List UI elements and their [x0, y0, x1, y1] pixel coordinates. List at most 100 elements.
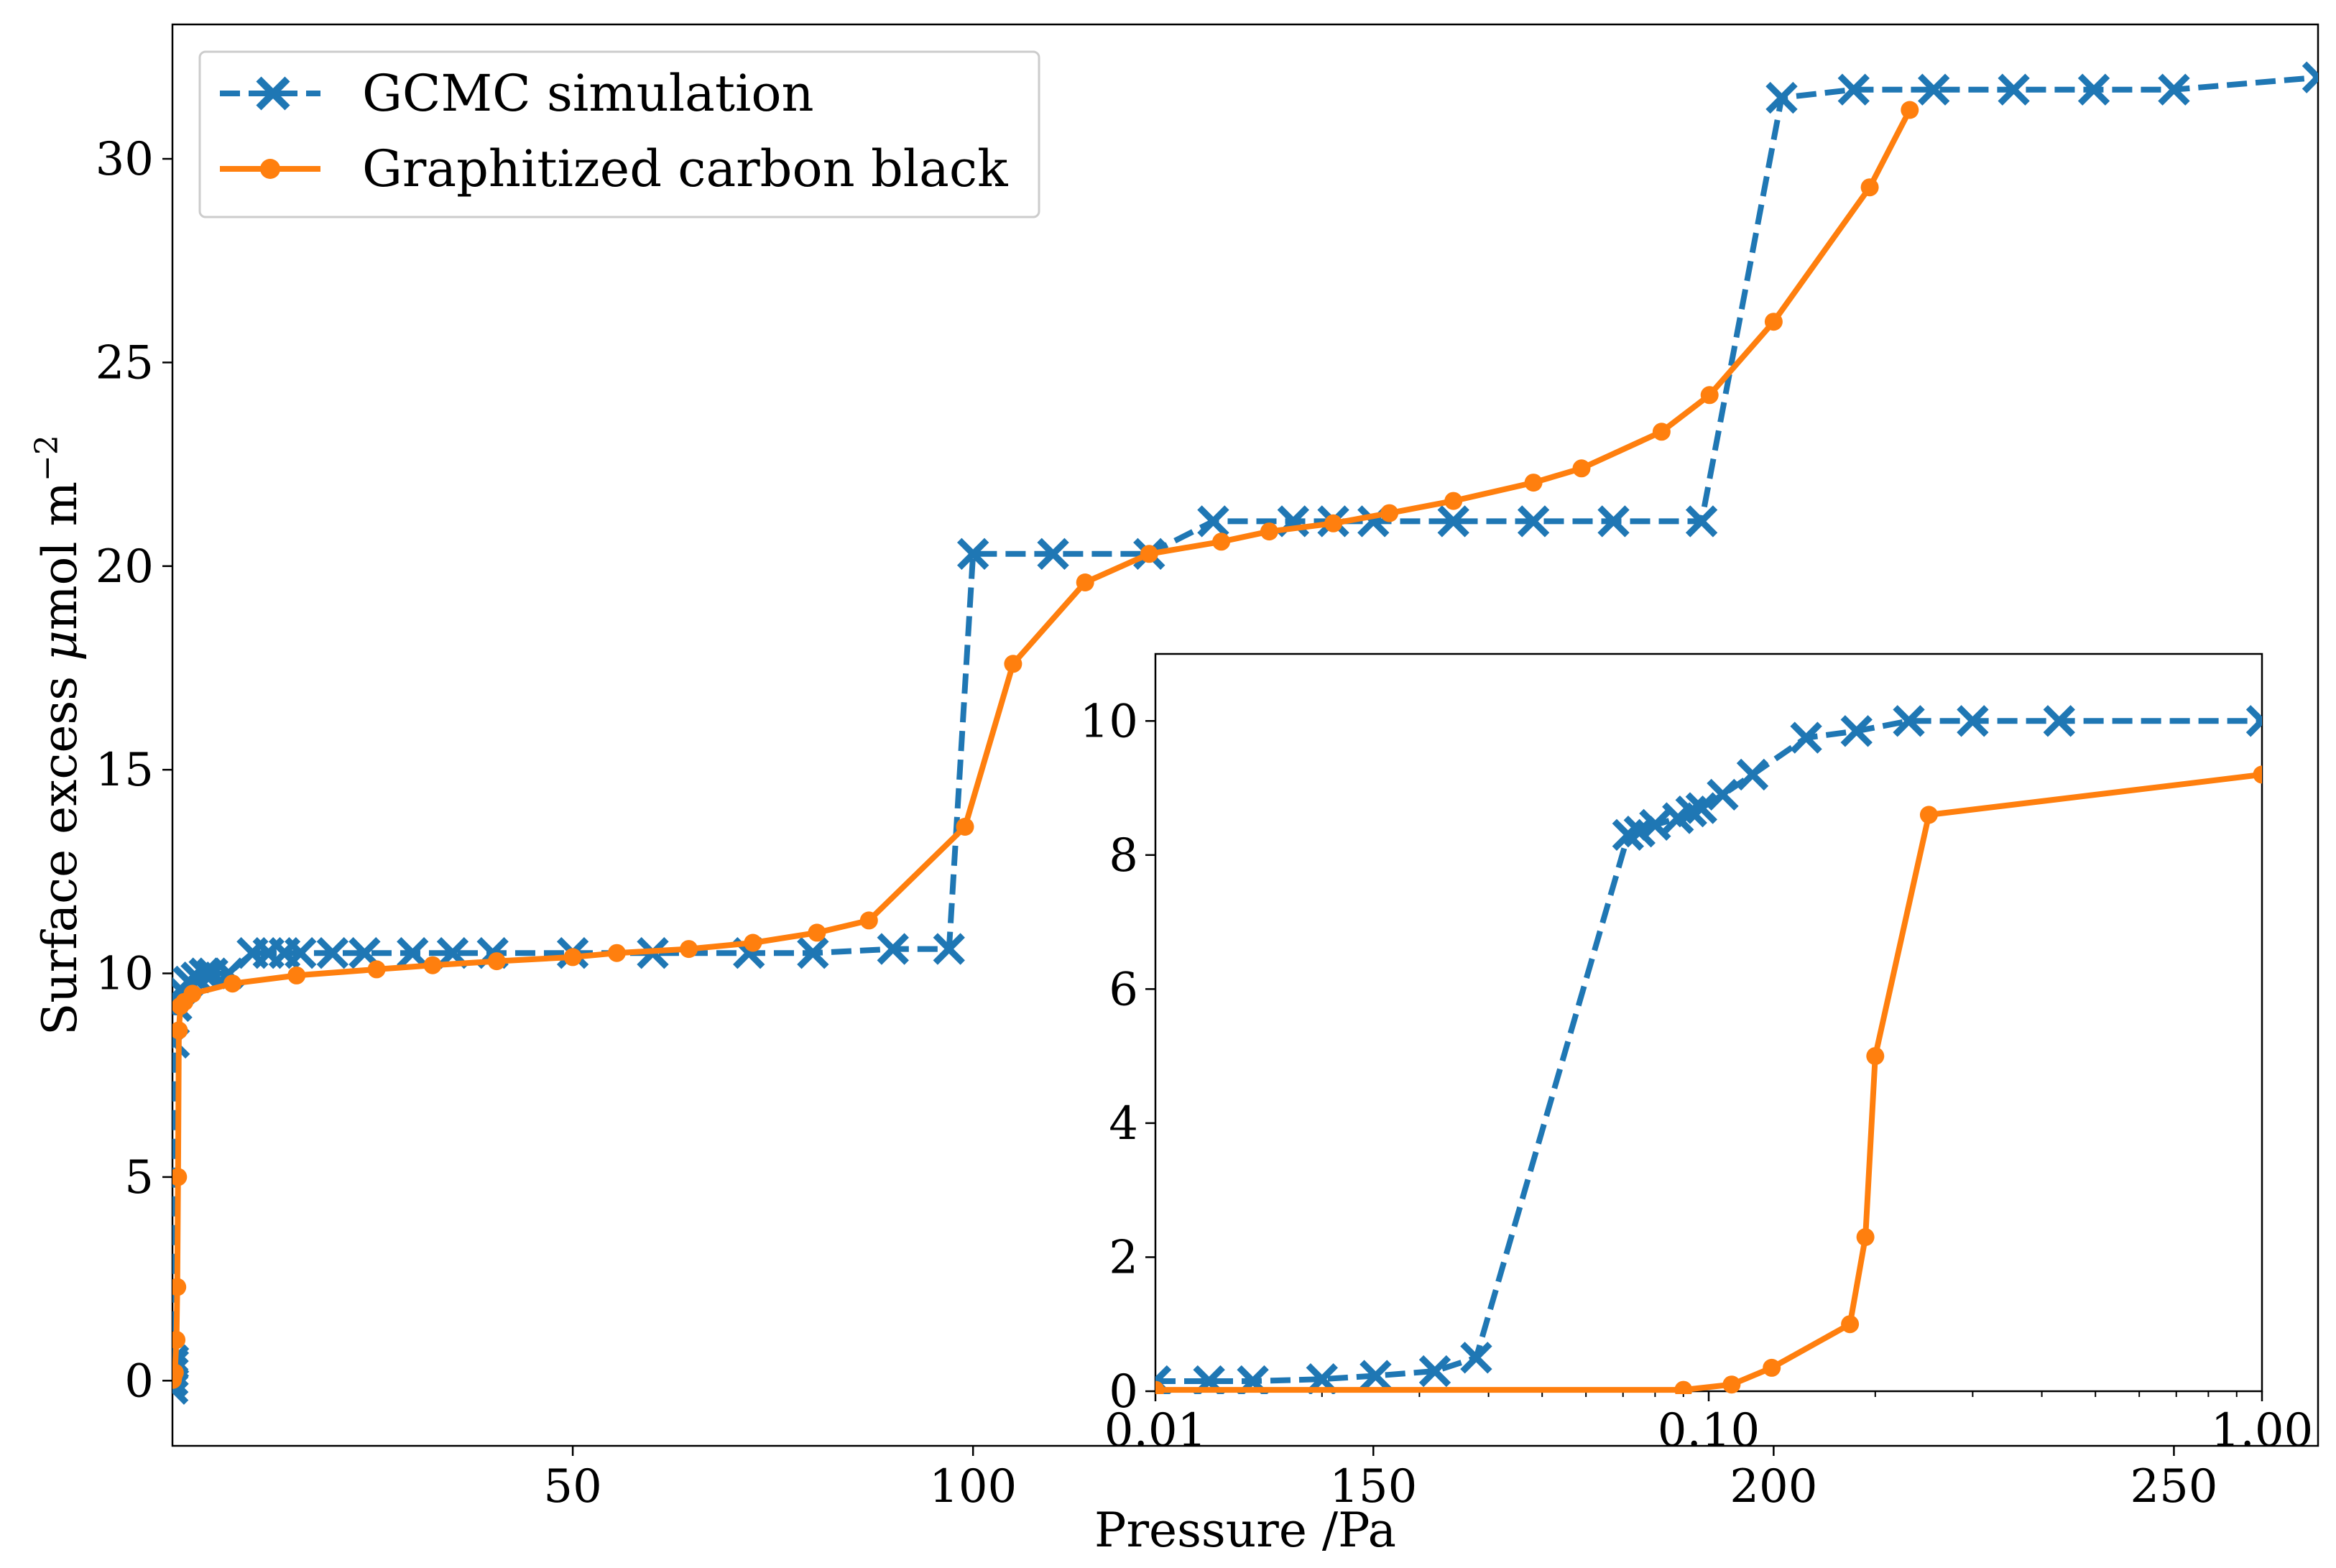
main-point-1-16 — [607, 944, 626, 962]
inset-plot-area — [1154, 652, 2263, 1393]
main-point-0-35 — [1437, 505, 1469, 538]
inset-point-0-15 — [1790, 721, 1822, 754]
y-axis-title-mu: μ — [32, 630, 88, 661]
main-y-tick-label-1: 5 — [124, 1151, 154, 1204]
main-x-tick-label-0: 50 — [543, 1460, 601, 1513]
main-point-0-26 — [877, 933, 909, 965]
inset-axis-ticks: 0.01 0.10 1.00 0 2 4 6 8 10 — [1080, 695, 2314, 1457]
main-point-0-40 — [1837, 73, 1870, 106]
main-point-1-20 — [859, 911, 878, 930]
main-point-0-10 — [188, 957, 221, 990]
main-point-1-3 — [172, 1331, 186, 1350]
main-point-1-10 — [223, 974, 242, 993]
main-point-1-31 — [1572, 459, 1591, 478]
main-point-0-44 — [2158, 73, 2190, 106]
legend-frame — [198, 50, 1040, 218]
main-point-0-25 — [797, 937, 829, 969]
main-point-1-29 — [1444, 492, 1463, 510]
main-y-tick-label-3: 15 — [96, 744, 154, 797]
main-point-0-36 — [1517, 505, 1550, 538]
main-point-1-23 — [1076, 573, 1094, 591]
main-point-1-9 — [183, 984, 202, 1003]
main-point-1-17 — [680, 940, 698, 959]
inset-point-0-17 — [1893, 705, 1925, 737]
inset-point-1-2 — [1722, 1375, 1741, 1394]
main-point-0-28 — [956, 538, 989, 570]
main-point-1-32 — [1652, 423, 1671, 441]
main-point-1-25 — [1212, 532, 1231, 551]
inset-point-1-6 — [1866, 1047, 1885, 1066]
inset-point-0-9 — [1639, 808, 1671, 841]
legend-marker-gcb — [260, 159, 280, 179]
inset-point-0-20 — [2245, 705, 2262, 737]
inset-y-tick-label-3: 6 — [1109, 963, 1138, 1016]
main-point-1-12 — [367, 960, 386, 979]
main-point-1-21 — [956, 818, 974, 836]
main-point-1-24 — [1140, 545, 1158, 563]
main-series — [172, 61, 2318, 1405]
main-point-1-35 — [1860, 178, 1879, 197]
main-y-tick-label-4: 20 — [96, 540, 154, 594]
y-axis-title-main: Surface excess — [32, 661, 88, 1036]
main-x-tick-label-2: 150 — [1329, 1460, 1417, 1513]
main-point-0-42 — [1998, 73, 2030, 106]
main-point-1-4 — [172, 1278, 187, 1296]
legend-label-gcb: Graphitized carbon black — [362, 139, 1008, 198]
legend: GCMC simulation Graphitized carbon black — [198, 50, 1040, 218]
main-point-1-2 — [172, 1363, 184, 1382]
main-point-1-28 — [1380, 504, 1399, 522]
main-point-1-33 — [1700, 386, 1719, 405]
inset-y-tick-label-2: 4 — [1109, 1097, 1138, 1150]
main-point-1-6 — [172, 1021, 188, 1040]
main-point-1-5 — [172, 1168, 188, 1186]
main-point-0-37 — [1597, 505, 1630, 538]
inset-point-0-11 — [1675, 795, 1707, 828]
main-point-0-16 — [285, 937, 317, 969]
main-x-tick-label-3: 200 — [1730, 1460, 1817, 1513]
inset-y-tick-label-4: 8 — [1109, 829, 1138, 882]
inset-y-tick-label-5: 10 — [1080, 695, 1138, 748]
main-point-0-39 — [1765, 81, 1798, 114]
main-point-1-11 — [287, 966, 306, 984]
main-point-1-22 — [1004, 655, 1022, 673]
main-point-1-36 — [1901, 101, 1919, 119]
y-axis-title: Surface excess μmol m−2 — [29, 435, 88, 1036]
main-point-0-27 — [933, 933, 965, 965]
inset-x-tick-label-1: 0.10 — [1658, 1404, 1760, 1457]
main-y-tick-label-2: 10 — [96, 948, 154, 1001]
main-y-tick-label-6: 30 — [96, 133, 154, 186]
inset-point-0-14 — [1736, 758, 1769, 791]
main-point-0-43 — [2077, 73, 2110, 106]
main-point-1-14 — [487, 952, 506, 971]
inset-point-0-6 — [1460, 1342, 1492, 1374]
main-point-1-18 — [744, 933, 762, 952]
main-y-tick-label-0: 0 — [124, 1355, 154, 1408]
inset-point-0-18 — [1957, 705, 1989, 737]
inset-point-0-5 — [1418, 1355, 1451, 1388]
inset-point-0-13 — [1707, 778, 1739, 811]
main-point-1-15 — [563, 948, 582, 967]
main-x-tick-label-4: 250 — [2130, 1460, 2217, 1513]
legend-marker-gcmc — [256, 76, 290, 111]
main-point-0-41 — [1918, 73, 1950, 106]
main-point-1-19 — [808, 923, 826, 942]
inset-point-1-1 — [1674, 1380, 1693, 1394]
y-axis-title-superscript: −2 — [29, 435, 65, 481]
main-point-0-31 — [1197, 505, 1229, 538]
inset-y-tick-label-1: 2 — [1109, 1231, 1138, 1284]
inset-plot: 0.01 0.10 1.00 0 2 4 6 8 10 — [1080, 652, 2314, 1457]
main-x-tick-label-1: 100 — [929, 1460, 1017, 1513]
inset-y-tick-label-0: 0 — [1109, 1365, 1138, 1419]
inset-point-1-5 — [1856, 1228, 1875, 1246]
inset-point-0-19 — [2043, 705, 2075, 737]
main-point-0-38 — [1685, 505, 1718, 538]
inset-point-0-4 — [1359, 1360, 1392, 1392]
inset-point-1-8 — [2253, 765, 2262, 784]
main-point-1-30 — [1524, 474, 1543, 492]
inset-point-0-16 — [1840, 715, 1873, 747]
main-point-0-17 — [316, 937, 349, 969]
main-point-1-13 — [423, 956, 442, 974]
main-point-1-27 — [1324, 514, 1343, 532]
